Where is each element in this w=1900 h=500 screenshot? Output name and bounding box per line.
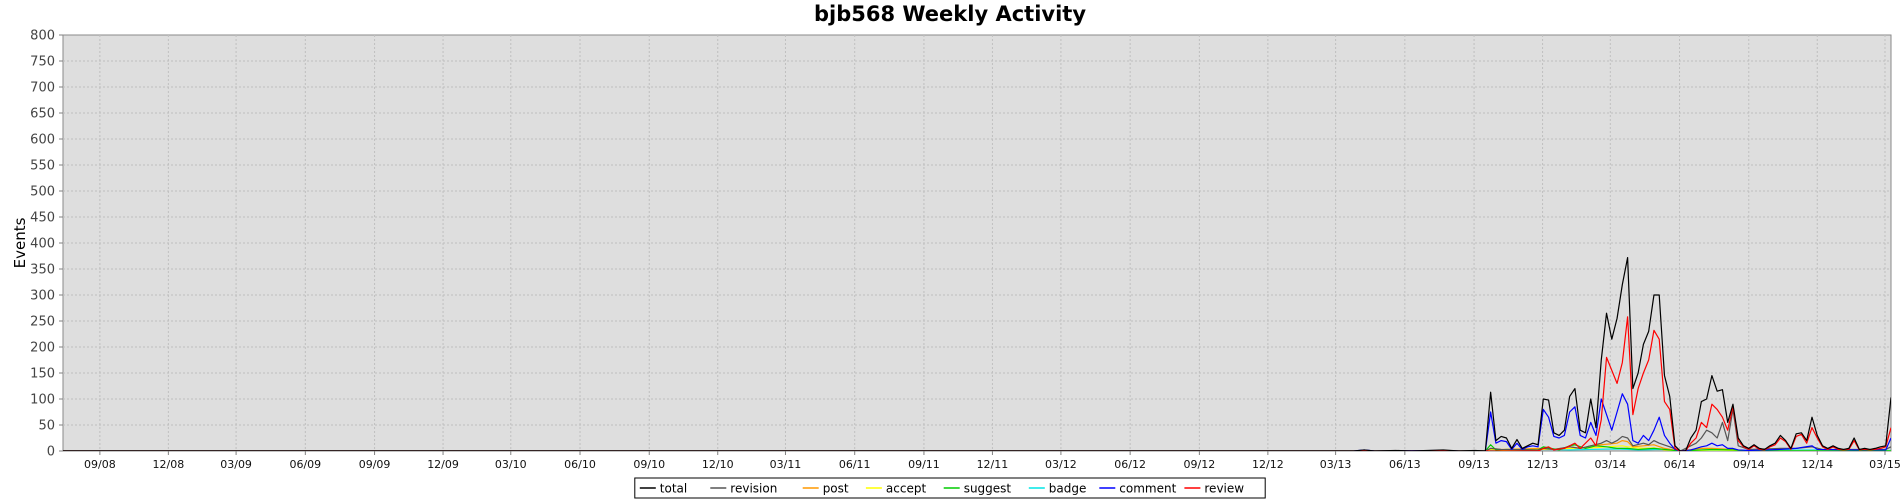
y-tick-label: 750 [30, 55, 55, 70]
legend-label-suggest: suggest [964, 482, 1012, 496]
x-tick-label: 03/12 [1045, 458, 1077, 471]
x-tick-label: 06/14 [1664, 458, 1696, 471]
series-line-review [63, 316, 1891, 451]
x-tick-label: 09/08 [84, 458, 116, 471]
x-tick-label: 03/13 [1320, 458, 1352, 471]
x-tick-label: 09/10 [633, 458, 665, 471]
legend-label-accept: accept [886, 482, 927, 496]
legend-label-post: post [823, 482, 849, 496]
x-tick-label: 09/14 [1733, 458, 1765, 471]
legend-label-comment: comment [1119, 482, 1176, 496]
x-tick-label: 12/08 [153, 458, 185, 471]
y-tick-label: 0 [47, 445, 55, 460]
x-tick-label: 06/09 [289, 458, 321, 471]
y-tick-label: 350 [30, 263, 55, 278]
series-line-post [63, 440, 1891, 451]
x-tick-label: 12/10 [702, 458, 734, 471]
legend-label-revision: revision [730, 482, 777, 496]
y-tick-label: 50 [38, 419, 55, 434]
x-tick-label: 03/10 [495, 458, 527, 471]
y-tick-label: 650 [30, 107, 55, 122]
x-tick-label: 09/13 [1458, 458, 1490, 471]
x-tick-label: 03/14 [1594, 458, 1626, 471]
x-tick-label: 12/11 [977, 458, 1009, 471]
x-tick-label: 09/09 [359, 458, 391, 471]
series-lines [63, 256, 1891, 451]
x-tick-label: 03/11 [770, 458, 802, 471]
y-axis-ticks: 0 50 100 150 200 250 300 350 400 450 500 550 600 650 7… [30, 29, 63, 460]
legend-label-review: review [1204, 482, 1244, 496]
y-tick-label: 600 [30, 133, 55, 148]
x-tick-label: 06/11 [839, 458, 871, 471]
chart-title: bjb568 Weekly Activity [813, 2, 1087, 26]
y-tick-label: 450 [30, 211, 55, 226]
legend: total revision post accept suggest badge comme… [634, 477, 1266, 499]
y-tick-label: 150 [30, 367, 55, 382]
y-tick-label: 700 [30, 81, 55, 96]
x-tick-label: 12/12 [1252, 458, 1284, 471]
x-tick-label: 06/12 [1114, 458, 1146, 471]
y-tick-label: 300 [30, 289, 55, 304]
gridlines [63, 35, 1891, 451]
x-tick-label: 09/11 [908, 458, 940, 471]
legend-label-badge: badge [1049, 482, 1087, 496]
x-tick-label: 03/09 [220, 458, 252, 471]
y-tick-label: 250 [30, 315, 55, 330]
y-tick-label: 800 [30, 29, 55, 44]
y-tick-label: 500 [30, 185, 55, 200]
x-tick-label: 12/14 [1801, 458, 1833, 471]
x-axis-ticks: 09/08 12/08 03/09 06/09 09/09 12/09 03/10 06/10… [84, 451, 1900, 471]
y-tick-label: 100 [30, 393, 55, 408]
y-axis-label: Events [11, 217, 29, 268]
legend-label-total: total [660, 482, 687, 496]
x-tick-label: 12/13 [1527, 458, 1559, 471]
series-line-comment [63, 393, 1891, 451]
y-tick-label: 200 [30, 341, 55, 356]
x-tick-label: 12/09 [427, 458, 459, 471]
x-tick-label: 06/13 [1389, 458, 1421, 471]
y-tick-label: 400 [30, 237, 55, 252]
x-tick-label: 06/10 [564, 458, 596, 471]
x-tick-label: 09/12 [1184, 458, 1216, 471]
x-tick-label: 03/15 [1869, 458, 1900, 471]
series-line-total [63, 256, 1891, 451]
y-tick-label: 550 [30, 159, 55, 174]
